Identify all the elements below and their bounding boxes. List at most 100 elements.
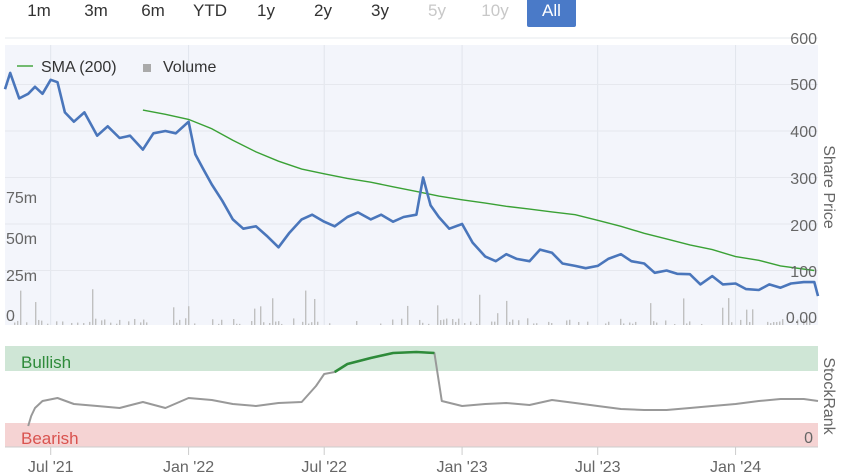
range-button-ytd[interactable]: YTD [193,1,227,20]
volume-bar [176,322,178,325]
volume-bar [509,321,511,325]
volume-bar [527,318,529,325]
volume-bar [212,319,214,325]
volume-bar [686,323,688,325]
volume-bar [179,319,181,325]
volume-bar [92,289,94,325]
volume-bar [797,319,799,325]
volume-bar [275,321,277,325]
bearish-label: Bearish [21,429,79,448]
volume-bar [308,323,310,325]
volume-bar [272,298,274,325]
volume-bar [443,319,445,325]
volume-bar [110,322,112,325]
volume-bar [95,318,97,325]
x-tick-label: Jan '23 [437,459,488,476]
range-button-1y[interactable]: 1y [257,1,275,20]
volume-bar [401,318,403,325]
legend-volume-label: Volume [163,59,216,76]
range-button-10y[interactable]: 10y [481,1,509,20]
range-button-2y[interactable]: 2y [314,1,332,20]
volume-bar [770,323,772,325]
volume-bar [38,319,40,325]
volume-bar [656,322,658,325]
volume-bar [101,320,103,325]
volume-bar [767,321,769,325]
volume-bar [752,309,754,325]
price-line [3,71,820,297]
price-tick-600: 600 [790,31,817,48]
volume-bar [119,319,121,325]
volume-bar [497,313,499,325]
volume-bar [422,322,424,325]
volume-bar [458,318,460,325]
volume-bar [83,323,85,325]
volume-bar [173,307,175,325]
volume-bar [14,322,16,325]
price-tick-300: 300 [790,171,817,188]
volume-bar [632,323,634,325]
volume-tick-25m: 25m [6,268,37,285]
volume-bar [314,298,316,325]
x-tick-label: Jan '22 [163,459,214,476]
volume-bar [17,320,19,325]
volume-bar [470,321,472,325]
volume-bar [773,322,775,325]
volume-bar [47,323,49,325]
volume-bar [446,318,448,325]
volume-bar [392,319,394,325]
volume-bar [104,319,106,325]
volume-bar [569,319,571,325]
volume-bar [89,321,91,325]
volume-bar [281,323,283,325]
range-button-5y[interactable]: 5y [428,1,446,20]
range-button-1m[interactable]: 1m [27,1,51,20]
volume-bar [41,320,43,325]
volume-bar [134,318,136,325]
volume-bar [746,309,748,325]
volume-bar [236,323,238,325]
range-button-all[interactable]: All [527,0,576,27]
volume-bar [479,294,481,325]
volume-bar [263,322,265,325]
volume-bar [629,322,631,325]
volume-bar [419,319,421,325]
legend: SMA (200) Volume [17,59,216,76]
volume-bar [653,321,655,325]
grid-lines [5,37,818,325]
volume-bar [578,321,580,325]
volume-bar [536,323,538,325]
price-tick-200: 200 [790,218,817,235]
volume-bar [311,322,313,325]
volume-bar [728,298,730,325]
volume-bar [551,323,553,325]
x-tick-label: Jul '22 [301,459,347,476]
volume-bar [305,290,307,325]
volume-bar [380,323,382,325]
range-button-3m[interactable]: 3m [84,1,108,20]
volume-bar [71,322,73,325]
volume-bar [194,323,196,325]
range-button-3y[interactable]: 3y [371,1,389,20]
volume-bar [512,319,514,325]
legend-sma-label: SMA (200) [41,59,117,76]
volume-bar [56,321,58,325]
volume-bar [731,322,733,325]
rank-tick-0: 0 [804,430,813,447]
volume-bar [566,320,568,325]
price-axis: 600 500 400 300 200 100 0.00 Share Price [786,31,837,327]
volume-tick-75m: 75m [6,190,37,207]
volume-bar [329,323,331,325]
price-tick-100: 100 [790,264,817,281]
volume-bar [740,319,742,325]
volume-bar [35,302,37,325]
price-plot-background [5,45,818,325]
volume-bar [440,320,442,325]
range-button-6m[interactable]: 6m [141,1,165,20]
price-axis-title: Share Price [820,145,837,229]
volume-bar [185,318,187,325]
bullish-label: Bullish [21,353,71,372]
price-tick-500: 500 [790,77,817,94]
volume-bar [260,306,262,325]
